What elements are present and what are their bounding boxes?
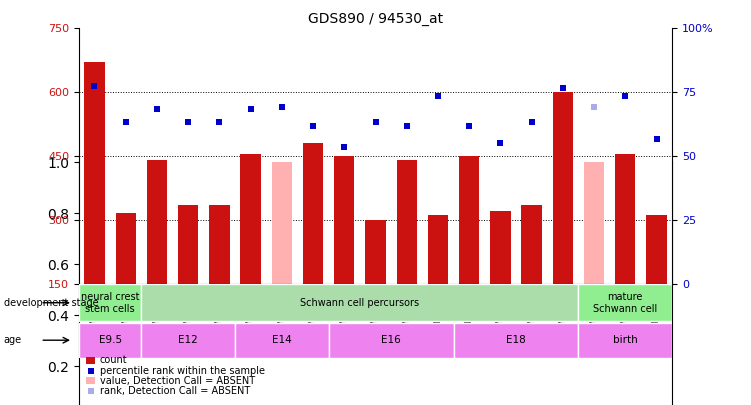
Point (126, 358, 138, 364)
Text: E18: E18 (506, 335, 526, 345)
Bar (79, 323, 141, 358)
Text: age: age (4, 335, 22, 345)
Bar (334, 156, 354, 284)
Point (463, 123, 475, 129)
Point (213, 119, 225, 125)
Bar (178, 205, 198, 284)
Bar (210, 205, 230, 284)
Bar (584, 162, 605, 284)
Bar (235, 323, 329, 358)
Bar (146, 160, 167, 284)
Bar (329, 323, 454, 358)
Text: value, Detection Call = ABSENT: value, Detection Call = ABSENT (100, 376, 255, 386)
Bar (454, 323, 578, 358)
Point (151, 106, 163, 112)
Text: E9.5: E9.5 (98, 335, 122, 345)
Bar (428, 215, 448, 284)
Text: E16: E16 (382, 335, 401, 345)
Point (494, 140, 506, 146)
Bar (615, 154, 635, 284)
Bar (365, 220, 386, 284)
Bar (240, 154, 261, 284)
Text: birth: birth (613, 335, 638, 345)
Text: development stage: development stage (4, 298, 98, 308)
Text: mature
Schwann cell: mature Schwann cell (593, 292, 657, 313)
Title: GDS890 / 94530_at: GDS890 / 94530_at (308, 12, 443, 26)
Bar (578, 284, 672, 321)
Text: E14: E14 (272, 335, 291, 345)
Point (401, 123, 413, 129)
Bar (553, 92, 573, 284)
Text: neural crest
stem cells: neural crest stem cells (81, 292, 140, 313)
Point (307, 123, 319, 129)
Point (432, 93, 444, 100)
Point (650, 136, 662, 142)
Point (338, 144, 350, 151)
Text: count: count (100, 356, 128, 365)
Point (556, 85, 569, 91)
Bar (521, 205, 541, 284)
Bar (272, 162, 292, 284)
Bar (578, 323, 672, 358)
Bar (84, 62, 104, 283)
Point (119, 119, 131, 125)
Bar (116, 213, 136, 284)
Point (588, 104, 600, 110)
Bar (647, 215, 667, 284)
Text: percentile rank within the sample: percentile rank within the sample (100, 366, 265, 375)
Point (620, 93, 632, 100)
Point (126, 338, 138, 344)
Bar (79, 284, 141, 321)
Point (369, 119, 382, 125)
Bar (141, 323, 235, 358)
Point (526, 119, 538, 125)
Bar (490, 211, 511, 284)
Bar (303, 143, 323, 284)
Point (245, 106, 257, 112)
Bar (397, 160, 417, 284)
Text: E12: E12 (178, 335, 198, 345)
Point (276, 104, 288, 110)
Point (89, 83, 101, 89)
Bar (459, 156, 479, 284)
Text: Schwann cell percursors: Schwann cell percursors (300, 298, 420, 308)
Bar (141, 284, 578, 321)
Point (182, 119, 195, 125)
Text: rank, Detection Call = ABSENT: rank, Detection Call = ABSENT (100, 386, 250, 396)
